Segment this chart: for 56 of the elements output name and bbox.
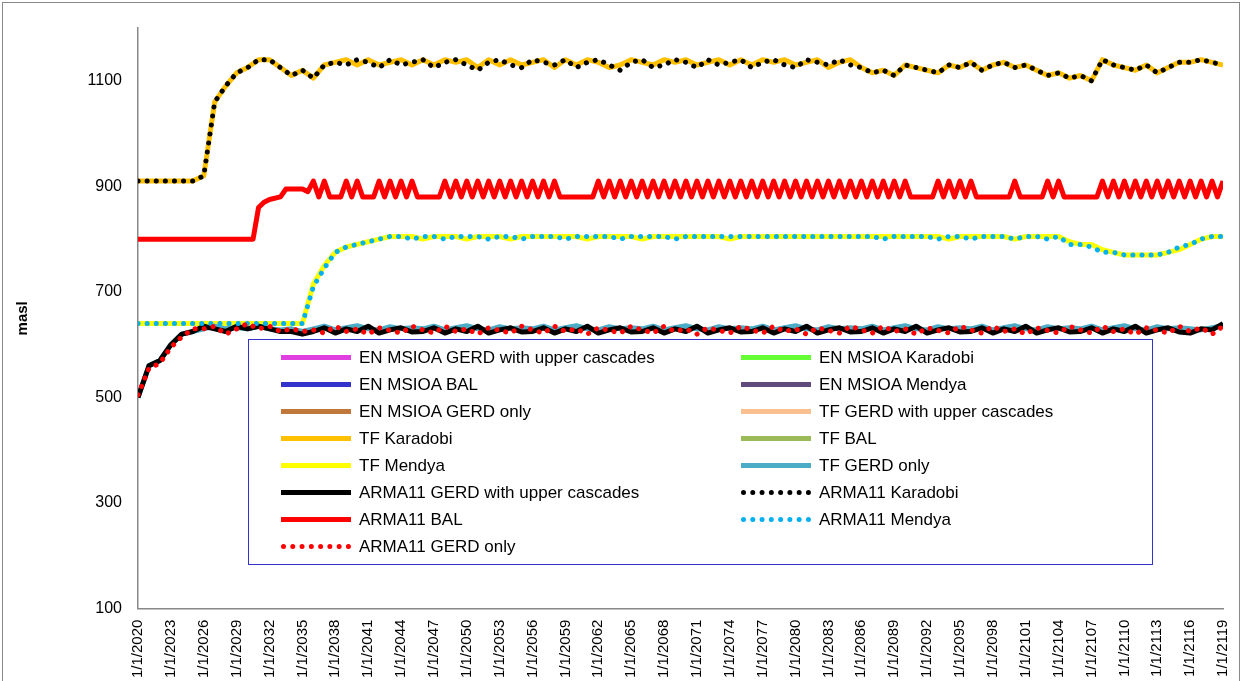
x-tick-label: 1/1/2107	[1081, 619, 1099, 678]
y-axis-title: masl	[13, 301, 31, 336]
x-tick-label: 1/1/2089	[884, 619, 902, 678]
x-tick-label: 1/1/2056	[522, 619, 540, 678]
x-tick-label: 1/1/2101	[1015, 619, 1033, 678]
x-tick-label: 1/1/2068	[654, 619, 672, 678]
x-tick-label: 1/1/2026	[193, 619, 211, 678]
y-tick-label: 100	[95, 599, 123, 617]
x-tick-label: 1/1/2032	[259, 619, 277, 678]
legend-label: EN MSIOA Mendya	[819, 374, 967, 395]
legend-label: EN MSIOA GERD only	[359, 401, 531, 422]
x-tick-label: 1/1/2020	[128, 619, 146, 678]
x-tick-label: 1/1/2119	[1213, 619, 1231, 677]
legend-label: EN MSIOA Karadobi	[819, 347, 974, 368]
legend-label: TF BAL	[819, 428, 877, 449]
x-tick-label: 1/1/2029	[226, 619, 244, 678]
y-tick-label: 900	[95, 176, 123, 194]
legend-label: ARMA11 GERD with upper cascades	[359, 482, 640, 503]
x-tick-label: 1/1/2065	[621, 619, 639, 678]
legend-label: ARMA11 GERD only	[359, 536, 516, 557]
x-tick-label: 1/1/2080	[785, 619, 803, 678]
x-tick-label: 1/1/2098	[982, 619, 1000, 678]
y-tick-label: 300	[95, 493, 123, 511]
x-tick-label: 1/1/2071	[687, 619, 705, 678]
y-tick-label: 700	[95, 282, 123, 300]
x-tick-label: 1/1/2041	[358, 619, 376, 678]
x-tick-label: 1/1/2038	[325, 619, 343, 678]
x-tick-label: 1/1/2086	[851, 619, 869, 678]
y-tick-label: 500	[95, 387, 123, 405]
x-tick-label: 1/1/2062	[588, 619, 606, 678]
legend-label: ARMA11 BAL	[359, 509, 463, 530]
legend-label: TF Mendya	[359, 455, 445, 476]
legend-label: TF GERD with upper cascades	[819, 401, 1054, 422]
legend-label: EN MSIOA GERD with upper cascades	[359, 347, 655, 368]
y-tick-label: 1100	[87, 71, 123, 89]
legend-label: TF GERD only	[819, 455, 930, 476]
x-tick-label: 1/1/2110	[1114, 619, 1132, 677]
x-tick-label: 1/1/2077	[752, 619, 770, 678]
x-tick-label: 1/1/2044	[391, 619, 409, 678]
legend-label: ARMA11 Karadobi	[819, 482, 959, 503]
x-tick-label: 1/1/2035	[292, 619, 310, 678]
x-tick-label: 1/1/2047	[424, 619, 442, 678]
x-tick-label: 1/1/2059	[555, 619, 573, 678]
x-tick-label: 1/1/2023	[161, 619, 179, 678]
x-tick-label: 1/1/2104	[1048, 619, 1066, 678]
x-tick-label: 1/1/2050	[456, 619, 474, 678]
x-tick-label: 1/1/2095	[950, 619, 968, 678]
x-tick-label: 1/1/2053	[489, 619, 507, 678]
x-tick-label: 1/1/2074	[719, 619, 737, 678]
x-tick-label: 1/1/2113	[1147, 619, 1165, 677]
legend-label: TF Karadobi	[359, 428, 453, 449]
legend-label: ARMA11 Mendya	[819, 509, 951, 530]
x-tick-label: 1/1/2092	[917, 619, 935, 678]
x-tick-label: 1/1/2116	[1180, 619, 1198, 677]
legend-label: EN MSIOA BAL	[359, 374, 479, 395]
x-tick-label: 1/1/2083	[818, 619, 836, 678]
